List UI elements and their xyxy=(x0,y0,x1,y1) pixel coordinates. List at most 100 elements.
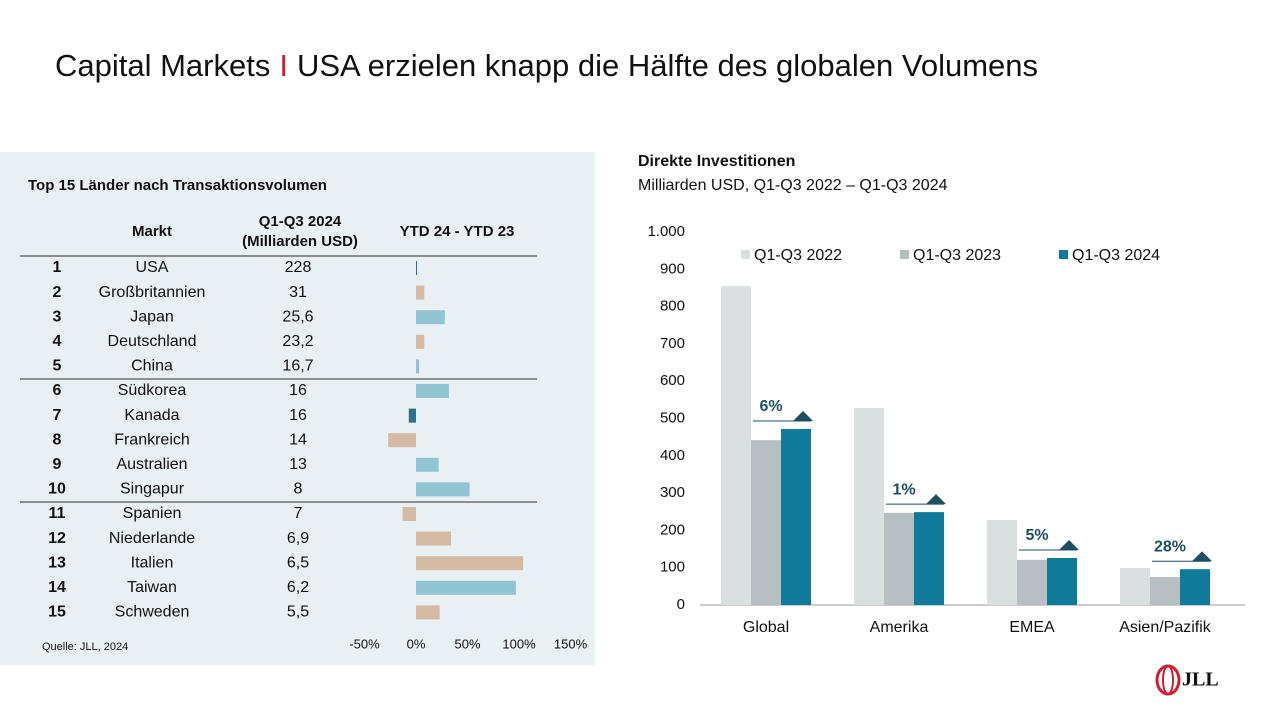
country: Deutschland xyxy=(108,333,197,350)
bar xyxy=(884,512,914,605)
x-tick-label: -50% xyxy=(349,636,380,651)
y-tick-label: 900 xyxy=(660,260,685,277)
change-bar xyxy=(416,334,425,349)
y-tick-label: 600 xyxy=(660,372,685,389)
country: Australien xyxy=(116,456,187,473)
country: Frankreich xyxy=(114,431,190,448)
volume: 14 xyxy=(289,431,307,448)
slide-title: Capital Markets xyxy=(55,48,270,83)
rank: 12 xyxy=(48,530,66,547)
growth-arrow xyxy=(793,410,813,421)
volume: 228 xyxy=(285,259,312,276)
country: Südkorea xyxy=(118,382,187,399)
change-bar xyxy=(416,482,470,497)
bar xyxy=(914,512,944,605)
y-tick-label: 400 xyxy=(660,447,685,464)
y-tick-label: 100 xyxy=(660,559,685,576)
change-bar xyxy=(408,408,416,423)
x-tick-label: Global xyxy=(743,619,789,636)
volume: 6,5 xyxy=(287,554,309,571)
volume: 6,9 xyxy=(287,530,309,547)
country: Japan xyxy=(130,308,174,325)
rank: 10 xyxy=(48,481,66,498)
table-title: Top 15 Länder nach Transaktionsvolumen xyxy=(28,177,327,194)
change-bar xyxy=(402,507,416,521)
country: Kanada xyxy=(124,407,179,424)
change-bar xyxy=(416,457,439,472)
bar xyxy=(751,440,781,605)
volume: 5,5 xyxy=(287,604,309,621)
column-header: Markt xyxy=(132,223,172,240)
legend-label: Q1-Q3 2024 xyxy=(1072,247,1160,264)
slide-title-text: USA erzielen knapp die Hälfte des global… xyxy=(297,48,1038,83)
growth-label: 1% xyxy=(892,481,915,498)
country: Italien xyxy=(131,554,174,571)
x-tick-label: 50% xyxy=(454,636,480,651)
bar xyxy=(1017,559,1047,605)
table-panel xyxy=(0,152,595,665)
chart-subtitle: Milliarden USD, Q1-Q3 2022 – Q1-Q3 2024 xyxy=(638,177,948,194)
bar xyxy=(781,428,811,605)
bar xyxy=(1120,568,1150,605)
growth-label: 5% xyxy=(1025,527,1048,544)
legend-swatch xyxy=(741,250,750,259)
change-bar xyxy=(416,556,524,571)
legend-label: Q1-Q3 2022 xyxy=(754,247,842,264)
title-separator: I xyxy=(279,48,288,83)
volume: 16 xyxy=(289,382,307,399)
x-tick-label: Asien/Pazifik xyxy=(1119,619,1212,636)
rank: 11 xyxy=(49,505,66,522)
legend-swatch xyxy=(900,250,909,259)
volume: 25,6 xyxy=(282,308,313,325)
y-tick-label: 200 xyxy=(660,521,685,538)
bar xyxy=(1150,577,1180,605)
growth-arrow xyxy=(1059,540,1079,551)
bar xyxy=(721,286,751,605)
rank: 1 xyxy=(53,259,62,276)
legend-label: Q1-Q3 2023 xyxy=(913,247,1001,264)
rank: 13 xyxy=(48,554,66,571)
country: Großbritannien xyxy=(99,284,206,301)
volume: 8 xyxy=(294,481,303,498)
y-tick-label: 1.000 xyxy=(647,223,685,240)
bar xyxy=(1180,569,1210,605)
country: Taiwan xyxy=(127,579,177,596)
volume: 7 xyxy=(294,505,303,522)
x-tick-label: Amerika xyxy=(870,619,929,636)
volume: 31 xyxy=(289,284,307,301)
y-tick-label: 300 xyxy=(660,484,685,501)
volume: 16,7 xyxy=(282,358,313,375)
logo-text: JLL xyxy=(1182,669,1219,691)
change-bar xyxy=(388,433,416,448)
bar xyxy=(987,519,1017,605)
column-header: Q1-Q3 2024 xyxy=(259,213,342,230)
source: Quelle: JLL, 2024 xyxy=(42,641,128,653)
growth-arrow xyxy=(1192,551,1212,562)
change-bar xyxy=(416,384,449,398)
rank: 5 xyxy=(53,358,62,375)
growth-label: 28% xyxy=(1154,538,1186,555)
volume: 6,2 xyxy=(287,579,309,596)
change-bar xyxy=(416,285,425,300)
growth-arrow xyxy=(926,494,946,505)
x-tick-label: EMEA xyxy=(1009,619,1055,636)
y-tick-label: 500 xyxy=(660,409,685,426)
change-bar xyxy=(416,580,516,595)
rank: 8 xyxy=(53,431,62,448)
change-bar xyxy=(416,359,420,374)
chart-title: Direkte Investitionen xyxy=(638,153,795,170)
country: China xyxy=(131,358,173,375)
country: Singapur xyxy=(120,481,185,498)
country: Spanien xyxy=(123,505,182,522)
legend-swatch xyxy=(1059,250,1068,259)
rank: 4 xyxy=(53,333,62,350)
rank: 7 xyxy=(53,407,62,424)
column-header: YTD 24 - YTD 23 xyxy=(400,223,515,240)
rank: 3 xyxy=(53,308,62,325)
logo: JLL xyxy=(1155,664,1219,696)
change-bar xyxy=(416,531,452,546)
country: Niederlande xyxy=(109,530,195,547)
country: USA xyxy=(136,259,169,276)
volume: 16 xyxy=(289,407,307,424)
